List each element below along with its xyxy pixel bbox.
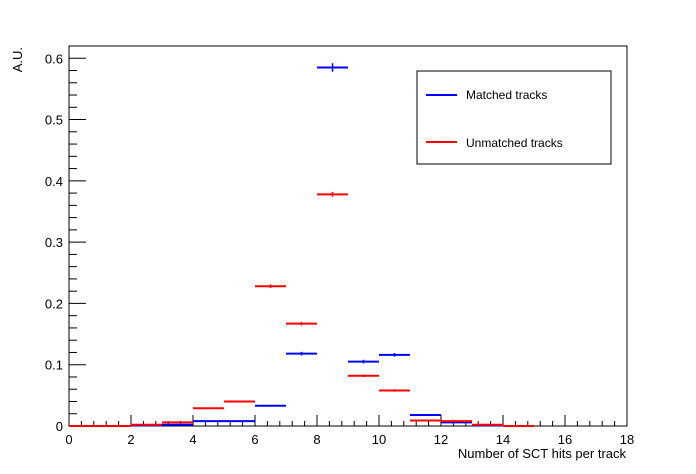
legend-box — [416, 70, 612, 165]
y-axis-label: A.U. — [10, 47, 25, 72]
series-unmatched — [69, 191, 534, 427]
y-axis: 0 0.1 0.2 0.3 0.4 0.5 0.6 — [45, 45, 86, 434]
y-tick-label: 0.4 — [45, 174, 63, 189]
y-tick-label: 0.2 — [45, 296, 63, 311]
y-tick-label: 0.6 — [45, 51, 63, 66]
x-axis: 0 2 4 6 8 10 12 14 16 18 — [65, 415, 634, 447]
x-tick-label: 0 — [65, 432, 72, 447]
y-tick-label: 0.3 — [45, 235, 63, 250]
y-tick-label: 0.1 — [45, 358, 63, 373]
legend-label-unmatched: Unmatched tracks — [466, 136, 563, 150]
x-tick-label: 14 — [496, 432, 510, 447]
x-tick-label: 2 — [127, 432, 134, 447]
plot-frame — [68, 45, 628, 427]
y-tick-label: 0 — [56, 419, 63, 434]
x-tick-label: 8 — [313, 432, 320, 447]
x-tick-label: 12 — [434, 432, 448, 447]
x-tick-label: 16 — [558, 432, 572, 447]
legend-label-matched: Matched tracks — [466, 88, 547, 102]
x-tick-label: 18 — [620, 432, 634, 447]
y-tick-label: 0.5 — [45, 113, 63, 128]
data-series — [69, 63, 534, 427]
legend: Matched tracks Unmatched tracks — [416, 70, 612, 165]
x-tick-label: 10 — [372, 432, 386, 447]
x-axis-label: Number of SCT hits per track — [458, 446, 627, 461]
x-tick-label: 6 — [251, 432, 258, 447]
x-tick-label: 4 — [189, 432, 196, 447]
